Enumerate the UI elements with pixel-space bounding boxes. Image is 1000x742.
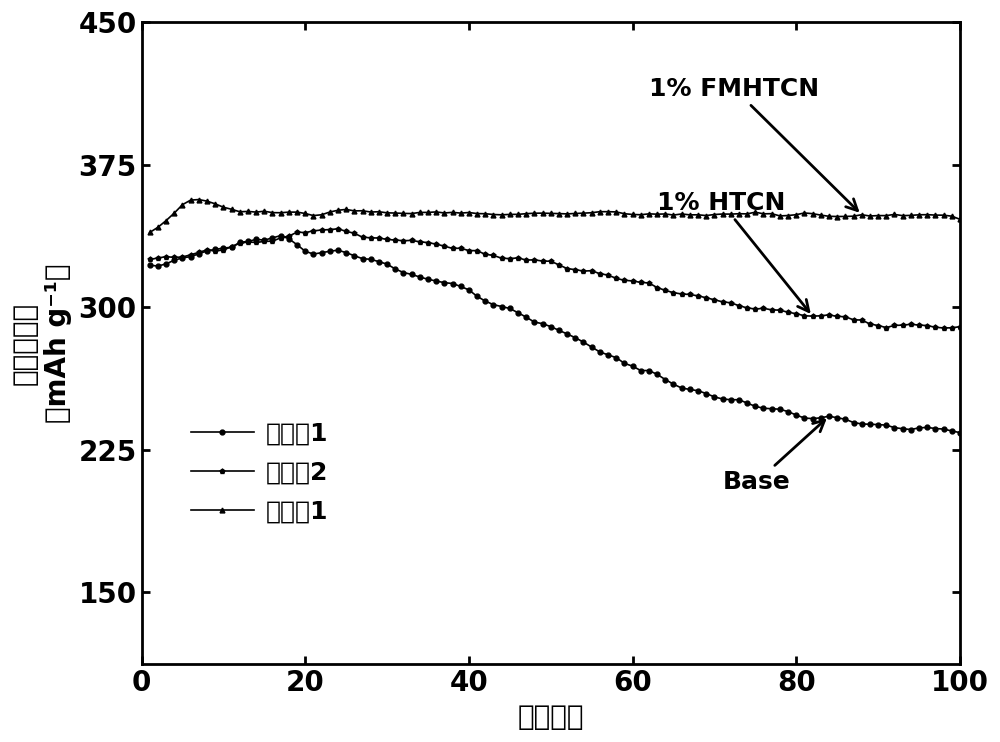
Text: 1% FMHTCN: 1% FMHTCN [649, 76, 858, 211]
对比例1 [569, 333, 581, 342]
实施例1 [635, 210, 647, 219]
对比例1 [635, 366, 647, 375]
Text: Base: Base [723, 420, 825, 494]
实施例1 [569, 209, 581, 218]
对比例2 [340, 227, 352, 236]
对比例1 [275, 231, 287, 240]
对比例2 [921, 321, 933, 330]
Line: 实施例1: 实施例1 [147, 197, 962, 235]
对比例1 [921, 423, 933, 432]
Legend: 对比例1, 对比例2, 实施例1: 对比例1, 对比例2, 实施例1 [179, 410, 341, 536]
Line: 对比例2: 对比例2 [147, 226, 962, 330]
对比例1 [307, 249, 319, 258]
实施例1 [193, 195, 205, 204]
对比例2 [635, 278, 647, 287]
Line: 对比例1: 对比例1 [147, 233, 962, 435]
X-axis label: 循环圈数: 循环圈数 [517, 703, 584, 731]
对比例2 [897, 321, 909, 329]
实施例1 [897, 211, 909, 220]
对比例2 [569, 265, 581, 274]
实施例1 [144, 228, 156, 237]
对比例2 [144, 255, 156, 264]
实施例1 [921, 210, 933, 219]
对比例1 [954, 428, 966, 437]
实施例1 [340, 205, 352, 214]
对比例2 [299, 228, 311, 237]
对比例1 [897, 424, 909, 433]
对比例1 [340, 248, 352, 257]
对比例1 [144, 260, 156, 269]
Y-axis label: 放电比容量
（mAh g⁻¹）: 放电比容量 （mAh g⁻¹） [11, 263, 72, 423]
Text: 1% HTCN: 1% HTCN [657, 191, 809, 312]
对比例2 [332, 224, 344, 233]
对比例2 [954, 322, 966, 331]
实施例1 [307, 211, 319, 220]
对比例2 [938, 324, 950, 332]
实施例1 [954, 214, 966, 223]
